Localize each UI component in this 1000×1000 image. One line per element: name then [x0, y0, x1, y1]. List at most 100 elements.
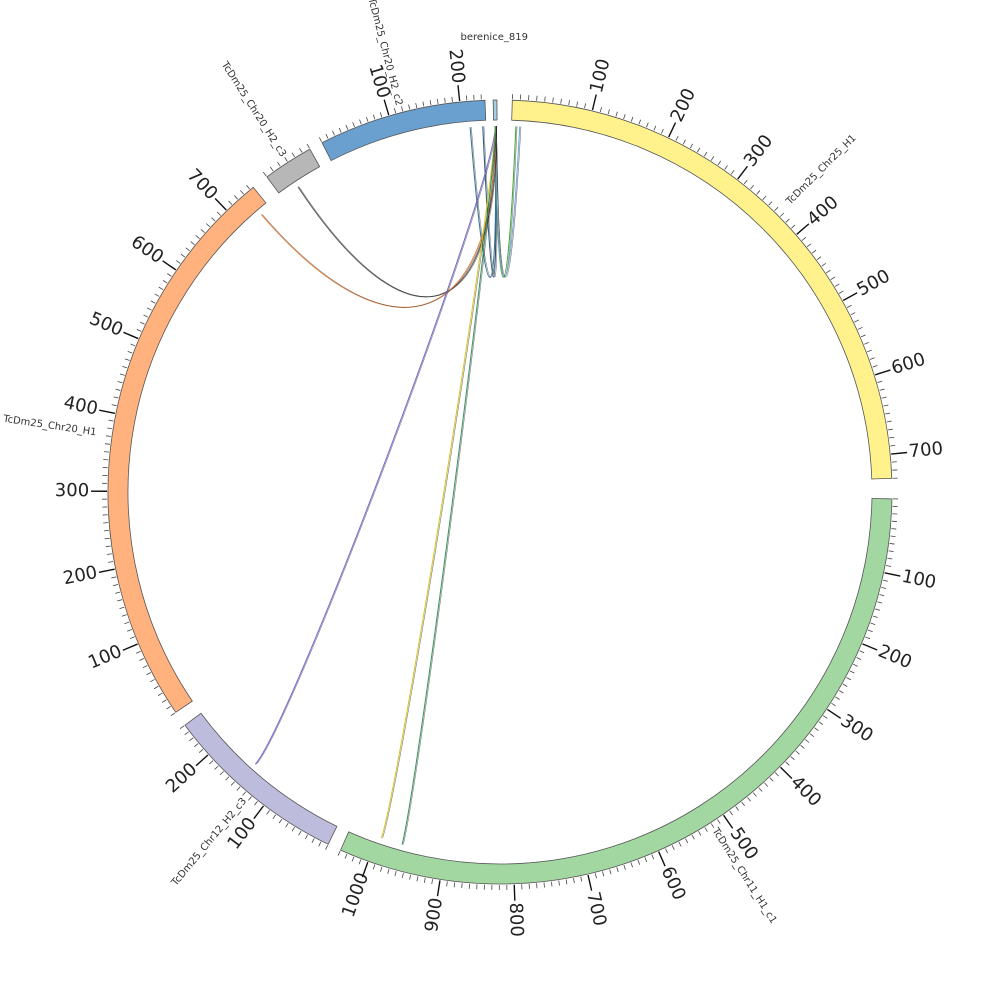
minor-tick: [105, 435, 111, 437]
minor-tick: [883, 404, 889, 407]
minor-tick: [130, 343, 136, 347]
minor-tick: [104, 443, 110, 445]
link-berenice-chr11h1c1: [401, 126, 496, 845]
minor-tick: [161, 699, 167, 703]
minor-tick: [304, 834, 309, 840]
minor-tick: [752, 792, 757, 797]
minor-tick: [143, 314, 149, 318]
minor-tick: [142, 665, 148, 669]
minor-tick: [345, 124, 349, 130]
major-tick: [658, 851, 666, 867]
minor-tick: [630, 862, 633, 868]
minor-tick: [881, 586, 887, 589]
minor-tick: [594, 873, 597, 879]
minor-tick: [696, 147, 701, 153]
major-tick: [891, 451, 908, 455]
minor-tick: [266, 810, 270, 815]
major-tick: [591, 94, 597, 111]
minor-tick: [219, 771, 224, 776]
minor-tick: [806, 243, 812, 248]
minor-tick: [584, 103, 587, 109]
minor-tick: [115, 388, 121, 391]
minor-tick: [285, 822, 289, 828]
segment-chr11h1c1: [337, 498, 901, 901]
minor-tick: [153, 685, 159, 690]
minor-tick: [630, 116, 634, 122]
minor-tick: [651, 854, 655, 860]
major-tick: [780, 766, 793, 779]
minor-tick: [451, 96, 453, 102]
minor-tick: [576, 101, 579, 107]
minor-tick: [558, 880, 560, 886]
tick-label: 700: [908, 438, 944, 462]
minor-tick: [580, 876, 583, 882]
minor-tick: [698, 831, 702, 836]
segment-name-berenice: berenice_819: [461, 32, 528, 43]
major-tick: [668, 122, 677, 138]
minor-tick: [665, 848, 668, 854]
minor-tick: [113, 396, 119, 399]
segment-band-chr20h2c2: [321, 99, 487, 162]
tick-label: 600: [657, 863, 690, 903]
minor-tick: [298, 830, 302, 836]
minor-tick: [710, 156, 715, 161]
tick-label: 200: [162, 759, 202, 798]
minor-tick: [831, 702, 836, 707]
minor-tick: [167, 273, 172, 277]
minor-tick: [646, 122, 649, 128]
major-tick: [361, 861, 369, 878]
minor-tick: [877, 601, 883, 604]
minor-tick: [157, 692, 163, 696]
minor-tick: [119, 373, 125, 376]
minor-tick: [623, 114, 626, 120]
minor-tick: [887, 557, 893, 560]
minor-tick: [338, 127, 342, 133]
minor-tick: [599, 107, 602, 113]
minor-tick: [758, 787, 763, 792]
minor-tick: [879, 594, 885, 597]
minor-tick: [890, 445, 896, 447]
major-tick: [122, 643, 138, 651]
minor-tick: [332, 130, 335, 136]
minor-tick: [890, 535, 896, 537]
tick-label: 700: [582, 890, 610, 928]
minor-tick: [814, 727, 819, 732]
minor-tick: [104, 537, 110, 540]
major-tick: [162, 260, 177, 271]
minor-tick: [242, 791, 247, 796]
minor-tick: [351, 856, 355, 862]
minor-tick: [717, 160, 722, 166]
minor-tick: [850, 312, 856, 316]
minor-tick: [278, 818, 283, 824]
minor-tick: [158, 286, 164, 291]
segment-chr20h1: [90, 184, 267, 717]
minor-tick: [671, 845, 675, 850]
minor-tick: [747, 797, 751, 802]
minor-tick: [854, 319, 860, 323]
minor-tick: [119, 606, 125, 610]
minor-tick: [431, 879, 433, 885]
tick-label: 200: [666, 85, 700, 125]
tick-label: 900: [421, 896, 447, 933]
minor-tick: [248, 796, 252, 801]
tick-label: 300: [55, 480, 89, 501]
segment-name-chr20h2c3: TcDm25_Chr20_H2_c3: [218, 59, 288, 159]
major-tick: [253, 805, 265, 820]
minor-tick: [864, 342, 869, 345]
minor-tick: [423, 877, 426, 883]
minor-tick: [779, 212, 785, 217]
minor-tick: [867, 349, 872, 353]
minor-tick: [830, 276, 836, 281]
minor-tick: [200, 229, 205, 234]
segment-band-chr20h2c3: [266, 148, 321, 194]
major-tick: [513, 884, 516, 901]
minor-tick: [710, 823, 715, 828]
minor-tick: [886, 420, 892, 423]
minor-tick: [236, 786, 241, 791]
minor-tick: [193, 743, 199, 748]
minor-tick: [401, 106, 404, 112]
minor-tick: [856, 657, 862, 660]
links-layer: [254, 126, 522, 845]
minor-tick: [230, 781, 235, 786]
minor-tick: [415, 102, 418, 108]
